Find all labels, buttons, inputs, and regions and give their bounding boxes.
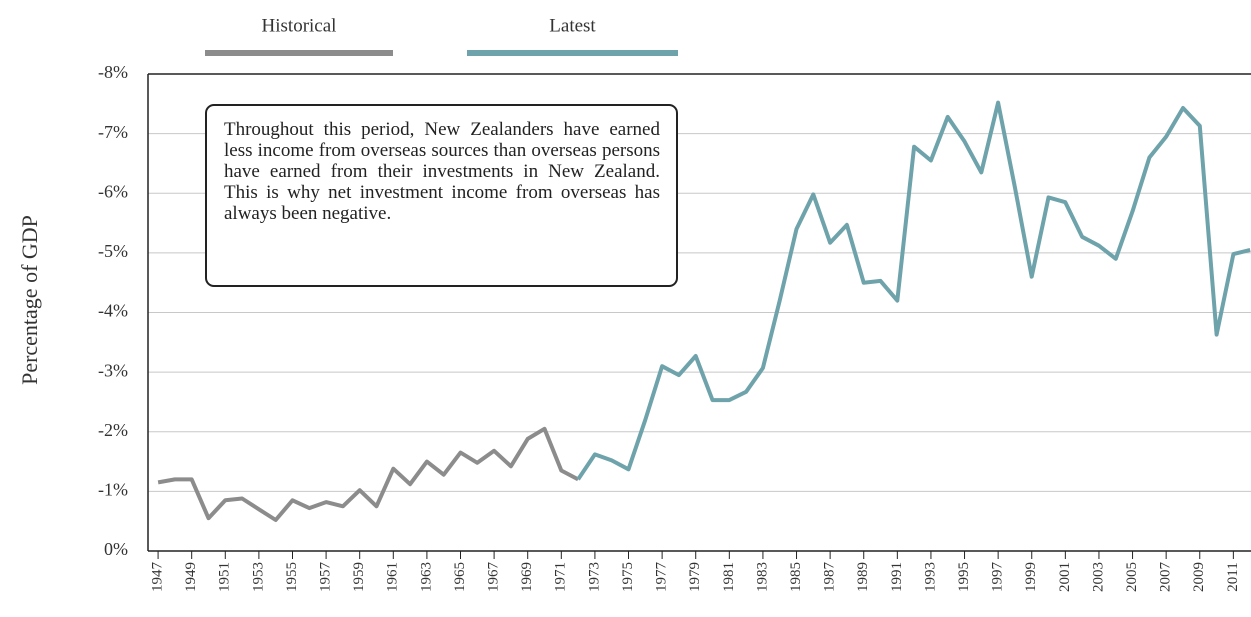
x-tick-label: 1983 xyxy=(754,562,770,592)
x-tick-label: 1989 xyxy=(855,562,871,592)
y-axis-label: Percentage of GDP xyxy=(17,215,42,385)
x-tick-label: 1977 xyxy=(654,562,670,593)
y-tick-label: -5% xyxy=(98,241,128,261)
x-tick-label: 1991 xyxy=(889,562,905,592)
series-line xyxy=(576,100,1251,481)
y-tick-label: 0% xyxy=(104,539,128,559)
y-tick-label: -1% xyxy=(98,480,128,500)
series-line xyxy=(157,426,580,522)
x-tick-label: 2009 xyxy=(1191,562,1207,592)
x-tick-label: 1981 xyxy=(721,562,737,592)
x-tick-label: 1961 xyxy=(385,562,401,592)
x-tick-label: 1971 xyxy=(553,562,569,592)
x-tick-label: 1949 xyxy=(183,562,199,592)
x-tick-label: 1951 xyxy=(217,562,233,592)
x-tick-label: 1965 xyxy=(452,562,468,592)
x-tick-label: 1997 xyxy=(990,561,1006,592)
x-tick-label: 2011 xyxy=(1225,562,1241,591)
annotation: Throughout this period, New Zealanders h… xyxy=(224,119,660,224)
y-tick-label: -8% xyxy=(98,62,128,82)
x-tick-label: 1955 xyxy=(284,562,300,592)
x-tick-label: 1993 xyxy=(922,562,938,592)
y-tick-label: -4% xyxy=(98,301,128,321)
y-tick-label: -2% xyxy=(98,420,128,440)
x-tick-label: 1985 xyxy=(788,562,804,592)
x-tick-label: 1973 xyxy=(586,562,602,592)
x-tick-label: 1947 xyxy=(150,562,166,593)
x-tick-label: 2005 xyxy=(1124,562,1140,592)
annotation-text: Throughout this period, New Zealanders h… xyxy=(224,119,660,224)
x-tick-label: 1959 xyxy=(351,562,367,592)
x-tick-label: 1995 xyxy=(956,562,972,592)
x-tick-label: 1987 xyxy=(822,562,838,593)
x-tick-label: 1999 xyxy=(1023,562,1039,592)
x-tick-label: 1953 xyxy=(250,562,266,592)
legend-label: Latest xyxy=(549,15,596,36)
x-tick-label: 1957 xyxy=(318,562,334,593)
annotation-box xyxy=(205,104,678,287)
y-tick-label: -3% xyxy=(98,360,128,380)
x-tick-label: 2001 xyxy=(1057,562,1073,592)
x-tick-label: 1979 xyxy=(687,562,703,592)
x-tick-label: 1967 xyxy=(486,562,502,593)
x-tick-label: 1975 xyxy=(620,562,636,592)
x-tick-label: 2003 xyxy=(1090,562,1106,592)
x-tick-label: 2007 xyxy=(1158,562,1174,593)
legend-label: Historical xyxy=(262,15,337,36)
x-tick-label: 1963 xyxy=(418,562,434,592)
y-tick-label: -7% xyxy=(98,122,128,142)
x-tick-label: 1969 xyxy=(519,562,535,592)
y-tick-label: -6% xyxy=(98,181,128,201)
